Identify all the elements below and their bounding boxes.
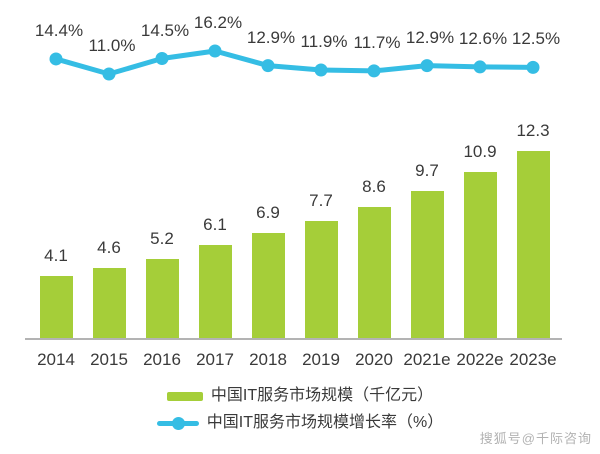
growth-rate-value-label: 14.4%	[34, 20, 84, 40]
bar	[92, 268, 126, 338]
bar-value-label: 7.7	[309, 191, 333, 210]
line-data-point	[420, 59, 434, 73]
x-axis-label: 2021e	[403, 350, 451, 369]
bar	[198, 245, 232, 338]
line-data-point	[526, 60, 540, 74]
line-data-point	[102, 67, 116, 81]
bar-value-label: 5.2	[150, 229, 174, 248]
x-axis-label: 2017	[196, 350, 234, 369]
x-axis-label: 2022e	[456, 350, 504, 369]
x-axis-label: 2016	[143, 350, 181, 369]
x-axis-label: 2023e	[509, 350, 557, 369]
x-axis-label: 2015	[90, 350, 128, 369]
bar	[39, 276, 73, 338]
bar	[410, 191, 444, 338]
line-data-point	[49, 52, 63, 66]
bar-value-label: 4.1	[44, 246, 68, 265]
legend-label-market-size: 中国IT服务市场规模（千亿元）	[210, 387, 434, 404]
growth-rate-value-label: 11.7%	[353, 32, 401, 52]
growth-rate-value-label: 11.0%	[88, 36, 136, 55]
growth-rate-value-label: 14.5%	[140, 20, 190, 40]
bar-value-label: 8.6	[362, 177, 386, 196]
growth-rate-value-label: 12.5%	[511, 29, 561, 49]
line-series-swatch	[156, 416, 199, 430]
line-data-point	[208, 44, 222, 58]
bar	[516, 151, 550, 338]
line-data-point	[473, 60, 487, 74]
legend: 中国IT服务市场规模（千亿元） 中国IT服务市场规模增长率（%）	[0, 388, 600, 431]
bar	[304, 221, 338, 338]
x-axis-label: 2018	[249, 350, 287, 369]
bar-value-label: 6.9	[256, 203, 280, 222]
legend-label-growth-rate: 中国IT服务市场规模增长率（%）	[206, 414, 444, 431]
x-axis-label: 2014	[37, 350, 75, 369]
line-data-point	[261, 59, 275, 73]
x-axis-label: 2019	[302, 350, 340, 369]
line-data-point	[367, 64, 381, 78]
line-data-point	[314, 63, 328, 77]
line-marker-icon	[171, 417, 185, 430]
growth-rate-value-label: 12.9%	[246, 27, 296, 47]
line-data-point	[155, 52, 169, 66]
bar-value-label: 10.9	[463, 142, 497, 161]
growth-rate-value-label: 16.2%	[193, 13, 243, 32]
bar-value-label: 4.6	[97, 238, 121, 257]
bar-value-label: 6.1	[203, 215, 227, 234]
growth-rate-value-label: 11.9%	[300, 32, 348, 52]
growth-rate-value-label: 12.9%	[405, 27, 455, 47]
x-axis-label: 2020	[355, 350, 393, 369]
x-axis-line	[25, 338, 562, 340]
growth-rate-value-label: 12.6%	[458, 28, 508, 48]
bar-value-label: 9.7	[415, 161, 439, 180]
bar	[251, 233, 285, 338]
bar	[145, 259, 179, 338]
legend-item-growth-rate: 中国IT服务市场规模增长率（%）	[156, 414, 444, 431]
legend-item-market-size: 中国IT服务市场规模（千亿元）	[166, 387, 434, 404]
watermark: 搜狐号@千际咨询	[479, 431, 592, 446]
bar	[463, 172, 497, 338]
bar-value-label: 12.3	[516, 121, 550, 140]
bar-series-swatch	[166, 391, 203, 401]
bar	[357, 207, 391, 338]
